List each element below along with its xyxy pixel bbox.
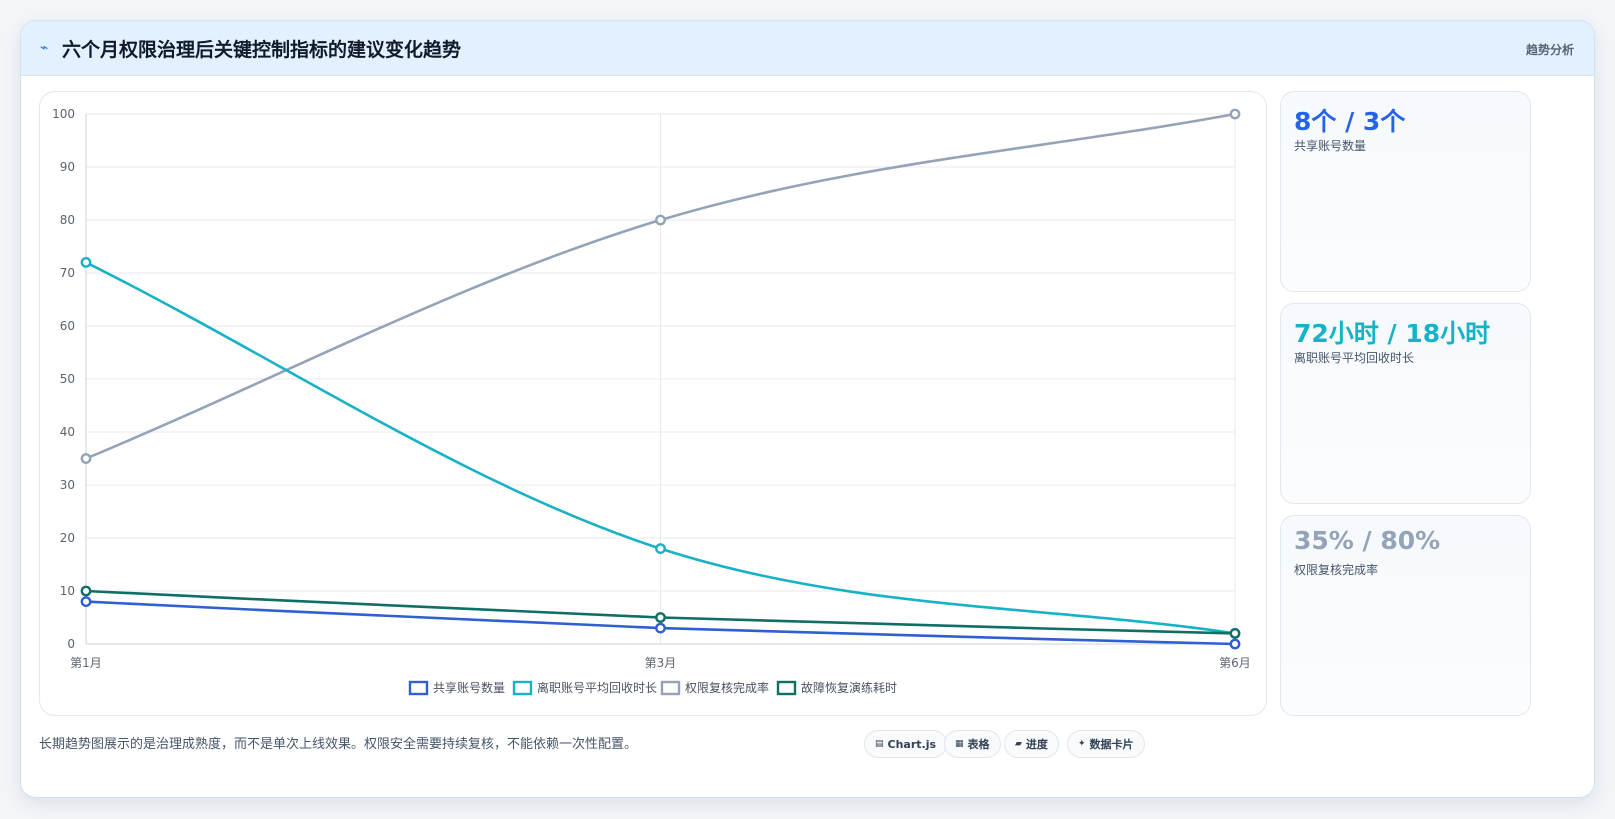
y-tick-label: 100	[52, 107, 75, 121]
y-tick-label: 30	[60, 478, 75, 492]
x-tick-label: 第6月	[1219, 656, 1251, 670]
footer-note: 长期趋势图展示的是治理成熟度，而不是单次上线效果。权限安全需要持续复核，不能依赖…	[39, 737, 638, 752]
legend-swatch	[776, 680, 797, 696]
stat-card-offboarding-time: 72小时 / 18小时 离职账号平均回收时长	[1280, 303, 1531, 504]
x-tick-label: 第3月	[645, 656, 677, 670]
legend-label: 离职账号平均回收时长	[537, 680, 657, 695]
stat-label: 共享账号数量	[1294, 139, 1367, 153]
chart-panel: 0 10 20 30 40 50 60 70 80 90 100 第1月 第3月 第6月共享账号数量 离职账…	[39, 91, 1267, 716]
card-header: ⌁ 六个月权限治理后关键控制指标的建议变化趋势 趋势分析	[21, 21, 1594, 76]
data-point	[80, 596, 92, 607]
legend-swatch	[512, 680, 533, 696]
data-point	[80, 585, 92, 597]
chart-icon: ▤	[875, 739, 884, 749]
data-point	[1229, 638, 1241, 650]
stat-value: 72小时 / 18小时	[1294, 319, 1491, 348]
stat-label: 权限复核完成率	[1294, 563, 1379, 577]
chip-table[interactable]: ▦ 表格	[944, 730, 1001, 758]
y-tick-label: 90	[60, 160, 75, 174]
y-tick-label: 20	[60, 531, 75, 545]
y-tick-label: 10	[60, 584, 75, 598]
legend-swatch	[408, 680, 429, 696]
y-tick-label: 60	[60, 319, 75, 333]
y-tick-label: 70	[60, 266, 75, 280]
y-tick-label: 80	[60, 213, 75, 227]
card-title: 六个月权限治理后关键控制指标的建议变化趋势	[62, 39, 462, 61]
legend-label: 故障恢复演练耗时	[801, 680, 897, 695]
chart-spark-icon: ⌁	[40, 40, 49, 56]
legend-label: 权限复核完成率	[685, 680, 769, 695]
y-tick-label: 0	[67, 637, 75, 651]
chip-data-card[interactable]: ✦ 数据卡片	[1067, 730, 1145, 758]
legend-swatch	[660, 680, 681, 696]
header-tag: 趋势分析	[1525, 43, 1574, 57]
stat-card-shared-accounts: 8个 / 3个 共享账号数量	[1280, 91, 1531, 292]
y-tick-label: 40	[60, 425, 75, 439]
stat-label: 离职账号平均回收时长	[1294, 351, 1415, 365]
sparkle-icon: ✦	[1078, 739, 1086, 749]
data-point	[655, 622, 666, 634]
chip-progress[interactable]: ▰ 进度	[1004, 730, 1059, 758]
stat-value: 35% / 80%	[1294, 526, 1441, 555]
data-point	[655, 612, 666, 623]
data-point	[1229, 628, 1241, 639]
chip-label: 表格	[967, 738, 990, 751]
table-icon: ▦	[955, 739, 964, 749]
data-point	[80, 256, 92, 268]
chip-label: 数据卡片	[1089, 738, 1134, 751]
chip-chartjs[interactable]: ▤ Chart.js	[864, 730, 948, 758]
data-point	[80, 453, 92, 464]
data-point	[1229, 108, 1241, 120]
chip-label: Chart.js	[887, 737, 937, 751]
trend-card: ⌁ 六个月权限治理后关键控制指标的建议变化趋势 趋势分析 0 10 20 30 40 50…	[20, 20, 1595, 798]
chip-label: 进度	[1025, 738, 1048, 751]
data-point	[655, 543, 666, 554]
data-point	[655, 214, 666, 226]
y-tick-label: 50	[60, 372, 75, 386]
x-tick-label: 第1月	[70, 656, 102, 670]
legend-label: 共享账号数量	[433, 680, 505, 695]
progress-icon: ▰	[1015, 739, 1022, 749]
stat-value: 8个 / 3个	[1294, 107, 1406, 136]
stat-card-review-rate: 35% / 80% 权限复核完成率	[1280, 515, 1531, 716]
